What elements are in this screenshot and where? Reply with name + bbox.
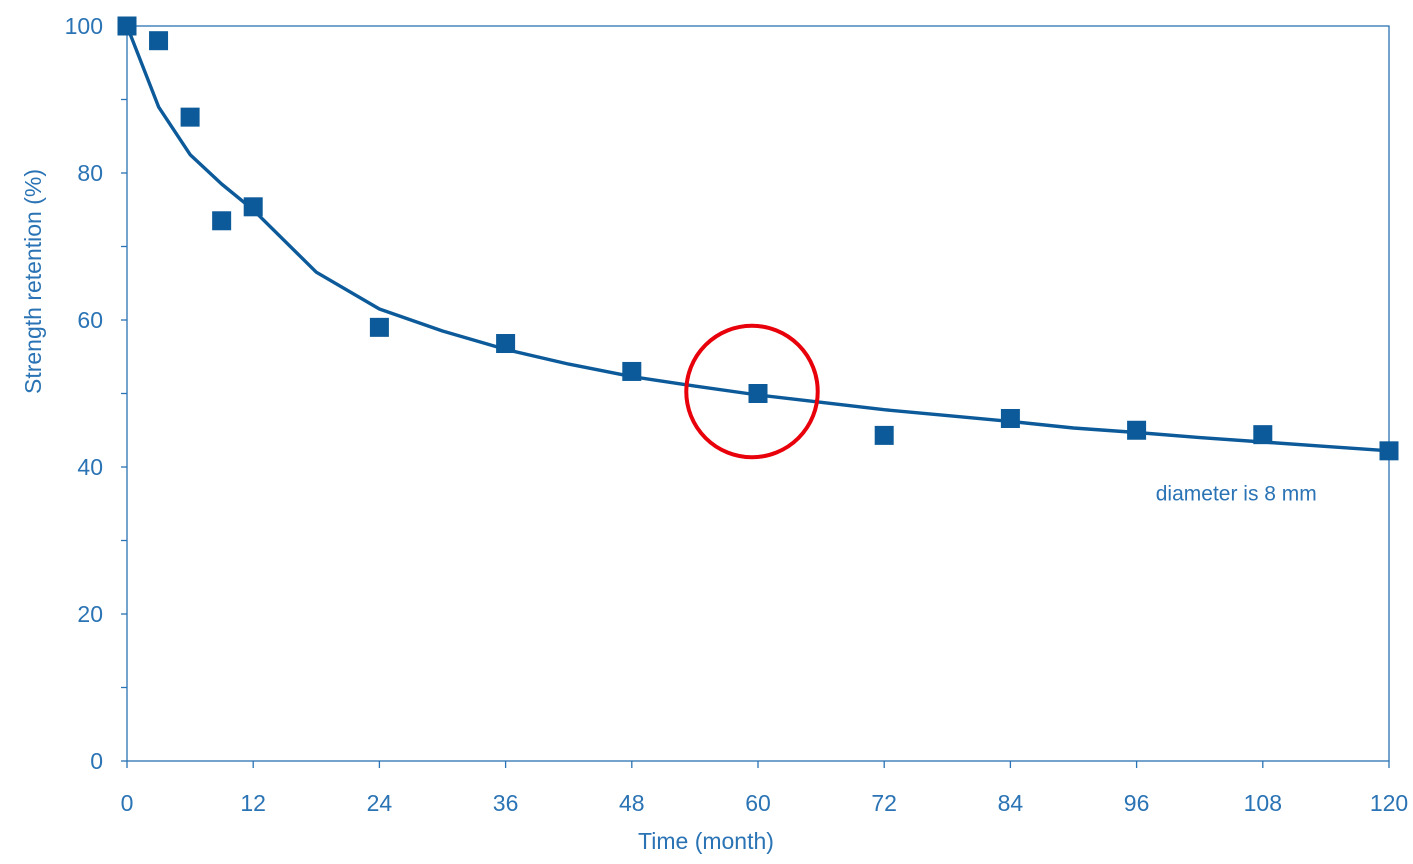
data-point-square xyxy=(180,107,200,127)
x-tick-label: 120 xyxy=(1370,790,1408,816)
data-point-square xyxy=(369,317,389,337)
x-tick-label: 12 xyxy=(240,790,266,816)
data-point-square xyxy=(117,16,137,36)
x-tick-label: 36 xyxy=(493,790,519,816)
annotation-label: diameter is 8 mm xyxy=(1156,483,1317,506)
x-tick-label: 72 xyxy=(871,790,897,816)
data-point-square xyxy=(1127,420,1147,440)
x-tick-label: 60 xyxy=(745,790,771,816)
data-point-square xyxy=(243,197,263,217)
y-tick-label: 80 xyxy=(77,160,103,186)
data-point-square xyxy=(1379,441,1399,461)
x-tick-label: 24 xyxy=(367,790,393,816)
y-tick-label: 40 xyxy=(77,454,103,480)
y-tick-label: 0 xyxy=(90,748,103,774)
y-tick-label: 20 xyxy=(77,601,103,627)
x-tick-label: 108 xyxy=(1244,790,1282,816)
y-axis-title: Strength retention (%) xyxy=(20,169,46,394)
x-axis-title: Time (month) xyxy=(638,828,774,854)
data-point-square xyxy=(149,31,169,51)
x-tick-label: 96 xyxy=(1124,790,1150,816)
x-tick-label: 48 xyxy=(619,790,645,816)
x-tick-label: 0 xyxy=(121,790,134,816)
data-points-layer xyxy=(117,16,1399,461)
data-point-square xyxy=(874,425,894,445)
data-point-square xyxy=(212,211,232,231)
fit-curve-line xyxy=(125,24,1391,453)
highlight-circle xyxy=(684,323,820,460)
data-point-square xyxy=(1000,408,1020,428)
data-point-square xyxy=(1253,425,1273,445)
highlight-layer xyxy=(684,323,820,460)
data-point-square xyxy=(622,361,642,381)
x-tick-label: 84 xyxy=(998,790,1024,816)
axes-layer: 0 20 40 60 80 100 0 12 24 36 48 60 72 84 96 108 120 Time … xyxy=(20,13,1408,854)
y-tick-label: 60 xyxy=(77,307,103,333)
y-tick-label: 100 xyxy=(65,13,103,39)
data-point-square xyxy=(496,334,516,354)
annotation-layer: diameter is 8 mm xyxy=(1156,483,1317,506)
data-point-square xyxy=(748,384,768,403)
fit-line-layer xyxy=(125,24,1391,453)
